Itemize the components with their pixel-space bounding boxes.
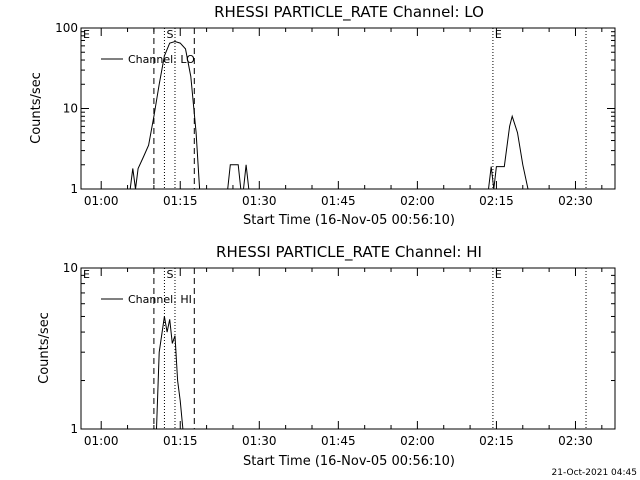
x-tick-label: 01:30 — [242, 434, 277, 448]
y-tick-label: 1 — [70, 182, 78, 196]
date-stamp: 21-Oct-2021 04:45 — [552, 468, 637, 478]
x-tick-label: 01:15 — [163, 434, 198, 448]
y-axis-label: Counts/sec — [37, 312, 52, 384]
legend: Channel: HI — [101, 293, 192, 306]
y-tick-label: 10 — [63, 102, 78, 116]
panel-lo: RHESSI PARTICLE_RATE Channel: LO Counts/… — [29, 3, 616, 228]
x-tick-label: 01:00 — [84, 194, 119, 208]
x-axis-label: Start Time (16-Nov-05 00:56:10) — [243, 213, 455, 228]
y-tick-label: 10 — [63, 261, 78, 275]
x-tick-label: 02:00 — [400, 434, 435, 448]
x-tick-label: 01:00 — [84, 434, 119, 448]
x-axis-label: Start Time (16-Nov-05 00:56:10) — [243, 454, 455, 469]
y-tick-label: 100 — [55, 21, 78, 35]
marker-label: S — [166, 28, 173, 41]
x-tick-label: 02:15 — [479, 434, 514, 448]
marker-label: E — [83, 28, 90, 41]
chart-title: RHESSI PARTICLE_RATE Channel: LO — [214, 3, 484, 22]
legend-label: Channel: LO — [128, 53, 195, 66]
marker-label: E — [495, 268, 502, 281]
series-line — [129, 40, 529, 190]
x-tick-label: 01:45 — [321, 194, 356, 208]
x-tick-label: 01:15 — [163, 194, 198, 208]
x-tick-label: 02:30 — [558, 194, 593, 208]
y-axis-label: Counts/sec — [29, 72, 44, 144]
x-tick-label: 02:30 — [558, 434, 593, 448]
x-tick-label: 02:15 — [479, 194, 514, 208]
series-line — [156, 316, 184, 430]
x-tick-label: 01:45 — [321, 434, 356, 448]
legend: Channel: LO — [101, 53, 195, 66]
legend-label: Channel: HI — [128, 293, 192, 306]
panel-hi: RHESSI PARTICLE_RATE Channel: HI Counts/… — [37, 243, 616, 469]
x-tick-label: 01:30 — [242, 194, 277, 208]
marker-label: S — [166, 268, 173, 281]
x-tick-label: 02:00 — [400, 194, 435, 208]
plot-frame — [80, 267, 616, 430]
marker-label: E — [495, 28, 502, 41]
marker-label: E — [83, 268, 90, 281]
chart-title: RHESSI PARTICLE_RATE Channel: HI — [216, 243, 482, 262]
y-tick-label: 1 — [70, 422, 78, 436]
